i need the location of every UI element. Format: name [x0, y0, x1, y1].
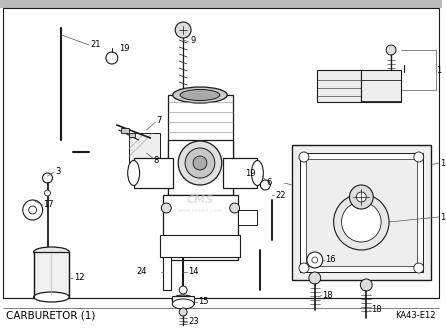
Text: 19: 19 [245, 168, 256, 177]
Text: 16: 16 [325, 256, 335, 265]
Bar [129, 133, 135, 137]
Bar [121, 128, 129, 133]
Ellipse shape [180, 90, 220, 101]
Text: 3: 3 [55, 167, 61, 175]
Bar [306, 159, 417, 266]
Circle shape [230, 243, 240, 253]
Bar [3, 8, 438, 298]
Ellipse shape [33, 292, 69, 302]
Text: KA43-E12: KA43-E12 [395, 312, 436, 321]
Text: 22: 22 [275, 190, 286, 199]
Text: 12: 12 [74, 274, 85, 283]
Bar [361, 70, 401, 102]
Bar [163, 255, 171, 290]
Circle shape [414, 263, 424, 273]
Circle shape [106, 52, 118, 64]
Ellipse shape [33, 247, 69, 257]
Bar [317, 70, 361, 102]
Circle shape [179, 286, 187, 294]
Ellipse shape [128, 161, 140, 185]
Circle shape [179, 308, 187, 316]
Circle shape [260, 180, 270, 190]
Bar [0, 0, 442, 8]
Text: 1: 1 [441, 159, 446, 167]
Circle shape [161, 203, 171, 213]
Circle shape [178, 141, 222, 185]
Bar [33, 252, 69, 297]
Text: 21: 21 [90, 39, 101, 48]
Bar [163, 195, 238, 260]
Text: 19: 19 [119, 43, 129, 52]
Text: 14: 14 [188, 268, 198, 277]
Bar [134, 158, 173, 188]
Bar [292, 145, 431, 280]
Circle shape [312, 257, 318, 263]
Bar [129, 133, 161, 171]
Bar [161, 235, 240, 257]
Text: 1: 1 [437, 65, 442, 74]
Circle shape [45, 190, 50, 196]
Circle shape [161, 243, 171, 253]
Text: www.cmsnl.com: www.cmsnl.com [178, 207, 223, 212]
Text: 15: 15 [198, 298, 208, 307]
Text: 6: 6 [267, 177, 272, 186]
Circle shape [175, 22, 191, 38]
Circle shape [386, 45, 396, 55]
Circle shape [350, 185, 373, 209]
Ellipse shape [252, 161, 263, 185]
Bar [172, 296, 194, 304]
Text: 18: 18 [371, 306, 382, 315]
Circle shape [307, 252, 323, 268]
Circle shape [185, 148, 215, 178]
Circle shape [414, 152, 424, 162]
Text: 17: 17 [44, 199, 54, 208]
Circle shape [42, 173, 53, 183]
Circle shape [309, 272, 321, 284]
Text: CARBURETOR (1): CARBURETOR (1) [6, 311, 95, 321]
Bar [300, 153, 423, 272]
Ellipse shape [172, 299, 194, 309]
Circle shape [193, 156, 207, 170]
Bar [168, 140, 233, 195]
Circle shape [360, 279, 372, 291]
Circle shape [342, 202, 381, 242]
Bar [170, 237, 195, 255]
Text: 8: 8 [153, 156, 159, 165]
Circle shape [356, 192, 366, 202]
Text: 7: 7 [157, 116, 162, 125]
Ellipse shape [173, 87, 227, 103]
Bar [168, 95, 233, 195]
Text: 23: 23 [188, 318, 199, 327]
Ellipse shape [172, 295, 194, 305]
Text: 9: 9 [190, 35, 195, 44]
Circle shape [29, 206, 37, 214]
Circle shape [299, 152, 309, 162]
Text: CMS: CMS [186, 195, 214, 205]
Circle shape [230, 203, 240, 213]
Text: 18: 18 [322, 291, 332, 300]
Bar [238, 210, 257, 225]
Circle shape [23, 200, 42, 220]
Circle shape [334, 194, 389, 250]
Text: 24: 24 [136, 268, 147, 277]
Circle shape [299, 263, 309, 273]
Bar [223, 158, 257, 188]
Text: 1: 1 [441, 212, 446, 221]
